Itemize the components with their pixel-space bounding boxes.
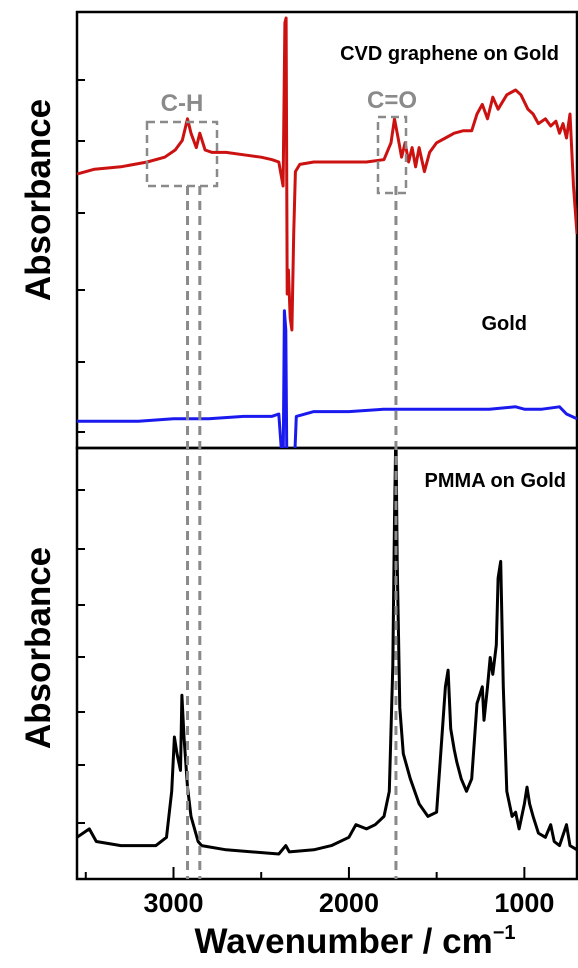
axis-ticks [77,79,526,879]
annotation-pmma: PMMA on Gold [425,470,566,492]
x-tick-label: 1000 [494,888,554,918]
top-panel-frame [75,10,578,450]
x-axis-title-superscript: −1 [493,922,516,944]
y-axis-title-top: Absorbance [19,99,58,301]
co-peak-box [376,115,408,195]
series-line-gold [77,309,577,448]
annotation-cvd-graphene: CVD graphene on Gold [340,43,559,65]
y-axis-title-bottom: Absorbance [19,547,58,749]
bottom-panel-frame [75,446,578,881]
x-tick-labels: 3000 2000 1000 [143,888,554,918]
x-tick-label: 3000 [143,888,203,918]
series-line-cvd-graphene [77,16,577,332]
x-axis-title: Wavenumber / cm−1 [194,922,515,961]
x-axis-title-text: Wavenumber / cm [194,922,492,961]
ch-peak-box [145,120,219,188]
x-tick-label: 2000 [319,888,379,918]
guide-lines [186,186,398,879]
annotation-co: C=O [367,87,417,114]
annotation-ch: C-H [161,90,204,117]
annotation-gold: Gold [481,313,527,335]
